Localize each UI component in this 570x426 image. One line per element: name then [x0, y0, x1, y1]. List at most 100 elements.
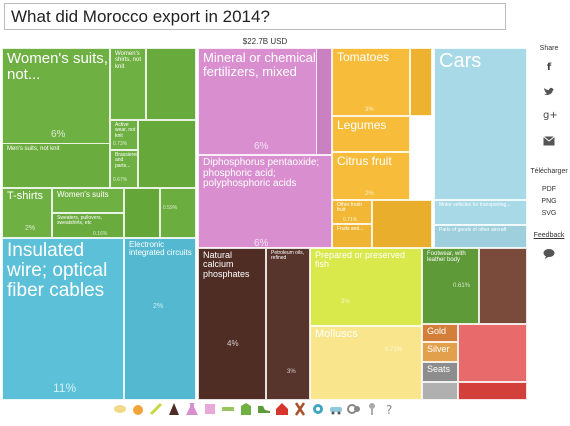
- download-pdf[interactable]: PDF: [542, 186, 556, 193]
- tile-label: Insulated wire; optical fiber cables: [7, 240, 108, 301]
- tile-motor-vehicles[interactable]: Motor vehicles for transporting...: [434, 200, 527, 225]
- tile-label: Mineral or chemical fertilizers, mixed: [203, 50, 316, 79]
- plastic-icon[interactable]: [203, 402, 217, 416]
- tile-fertilizers[interactable]: Mineral or chemical fertilizers, mixed 6%: [198, 48, 332, 155]
- tile-active-wear[interactable]: Active wear, not knit 0.73%: [110, 120, 138, 150]
- category-icons: ?: [113, 402, 413, 420]
- tile-brown-grid[interactable]: [479, 248, 527, 324]
- tile-label: Electronic integrated circuits: [129, 240, 192, 258]
- tile-red-dark[interactable]: [458, 382, 527, 400]
- tile-mens-suits[interactable]: Men's suits, not knit: [2, 143, 110, 188]
- share-label: Share: [539, 45, 559, 52]
- tile-tshirts[interactable]: T-shirts 2%: [2, 188, 52, 238]
- tile-label: Molluscs: [315, 328, 358, 340]
- tile-label: Women's suits, not...: [7, 50, 108, 83]
- tile-veg-grid[interactable]: [372, 200, 432, 248]
- foodstuff-icon[interactable]: [149, 402, 163, 416]
- tile-label: Other fresh fruit: [337, 202, 363, 214]
- tile-legumes[interactable]: Legumes: [332, 116, 410, 152]
- title-box[interactable]: What did Morocco export in 2014?: [4, 3, 506, 30]
- tile-textile-grid[interactable]: [138, 120, 196, 188]
- tile-prepared-fish[interactable]: Prepared or preserved fish 2%: [310, 248, 422, 326]
- vegetable-icon[interactable]: [131, 402, 145, 416]
- tile-label: T-shirts: [7, 190, 44, 202]
- tile-share: 0.73%: [113, 141, 128, 147]
- tile-share: 2%: [153, 303, 164, 310]
- google-plus-icon[interactable]: g+: [543, 110, 558, 121]
- tile-share: 0.16%: [93, 231, 108, 237]
- tile-seats[interactable]: Seats: [422, 362, 458, 382]
- tile-veg-sm[interactable]: [410, 48, 432, 116]
- tile-share: 6%: [51, 129, 66, 140]
- tile-calcium-phosphates[interactable]: Natural calcium phosphates 4%: [198, 248, 266, 400]
- twitter-icon[interactable]: [543, 86, 555, 98]
- tile-phosphoric-acid[interactable]: Diphosphorus pentaoxide; phosphoric acid…: [198, 155, 332, 248]
- tile-textile-small[interactable]: [146, 48, 196, 120]
- tile-label: Women's shirts, not knit: [115, 51, 142, 70]
- tile-label: Cars: [439, 50, 482, 72]
- download-svg[interactable]: SVG: [541, 210, 557, 217]
- facebook-icon[interactable]: f: [546, 62, 552, 73]
- tile-label: Seats: [427, 364, 451, 374]
- tile-fruits-and[interactable]: Fruits and...: [332, 224, 372, 248]
- tile-textile-sm2[interactable]: [124, 188, 160, 238]
- hide-icon[interactable]: [221, 402, 235, 416]
- tile-other-fruit[interactable]: Other fresh fruit 0.71%: [332, 200, 372, 224]
- tile-gold[interactable]: Gold: [422, 324, 458, 342]
- mineral-icon[interactable]: [167, 402, 181, 416]
- tile-label: Citrus fruit: [337, 154, 392, 168]
- unknown-icon[interactable]: ?: [383, 402, 397, 416]
- email-icon[interactable]: [543, 136, 555, 148]
- textile-icon[interactable]: [239, 402, 253, 416]
- tile-share: 0.71%: [385, 347, 403, 353]
- tile-share: 0.71%: [343, 217, 358, 223]
- tile-molluscs[interactable]: Molluscs 0.71%: [310, 326, 422, 400]
- tile-womens-suits-2[interactable]: Women's suits: [52, 188, 124, 213]
- tile-insulated-wire[interactable]: Insulated wire; optical fiber cables 11%: [2, 238, 124, 400]
- tile-footwear[interactable]: Footwear, with leather body 0.61%: [422, 248, 479, 324]
- tile-gray[interactable]: [422, 382, 458, 400]
- tile-share: 11%: [53, 381, 77, 395]
- instrument-icon[interactable]: [347, 402, 361, 416]
- tile-citrus[interactable]: Citrus fruit 2%: [332, 152, 410, 200]
- tile-petroleum[interactable]: Petroleum oils, refined 3%: [266, 248, 310, 400]
- stone-icon[interactable]: [275, 402, 289, 416]
- tile-label: Fruits and...: [337, 226, 364, 232]
- tile-label: Footwear, with leather body: [427, 251, 466, 264]
- tile-label: Sweaters, pullovers, sweatshirts, etc: [57, 215, 103, 227]
- tile-integrated-circuits[interactable]: Electronic integrated circuits 2%: [124, 238, 196, 400]
- tile-label: Petroleum oils, refined: [271, 250, 305, 262]
- treemap: Women's suits, not... 6% Women's shirts, n…: [2, 48, 527, 400]
- tile-share: 0.59%: [163, 205, 178, 211]
- tile-label: Legumes: [337, 118, 387, 132]
- transport-icon[interactable]: [329, 402, 343, 416]
- tile-label: Active wear, not knit: [115, 122, 136, 139]
- speech-bubble-icon[interactable]: [543, 248, 555, 260]
- tile-label: Gold: [427, 326, 447, 336]
- machine-icon[interactable]: [311, 402, 325, 416]
- tile-sweaters[interactable]: Sweaters, pullovers, sweatshirts, etc 0.1…: [52, 213, 124, 238]
- tile-brassieres[interactable]: Brassieres and parts... 0.67%: [110, 150, 138, 188]
- svg-text:?: ?: [386, 403, 392, 416]
- tile-share: 2%: [25, 225, 36, 232]
- chemical-icon[interactable]: [185, 402, 199, 416]
- footwear-icon[interactable]: [257, 402, 271, 416]
- tile-red[interactable]: [458, 324, 527, 382]
- tile-aircraft-parts[interactable]: Parts of goods of other aircraft: [434, 225, 527, 248]
- tile-silver[interactable]: Silver: [422, 342, 458, 362]
- tile-cars[interactable]: Cars: [434, 48, 527, 200]
- tile-textile-sm3[interactable]: 0.59%: [160, 188, 196, 238]
- tile-womens-shirts[interactable]: Women's shirts, not knit: [110, 48, 146, 120]
- tile-label: Brassieres and parts...: [115, 152, 138, 169]
- tile-chem-small[interactable]: [316, 48, 332, 155]
- tile-label: Silver: [427, 344, 450, 354]
- animal-icon[interactable]: [113, 402, 127, 416]
- misc-icon[interactable]: [365, 402, 379, 416]
- tile-tomatoes[interactable]: Tomatoes 3%: [332, 48, 410, 116]
- feedback-link[interactable]: Feedback: [533, 232, 565, 239]
- metal-icon[interactable]: [293, 402, 307, 416]
- chart-title: What did Morocco export in 2014?: [11, 7, 270, 26]
- tile-label: Parts of goods of other aircraft: [439, 227, 507, 233]
- download-png[interactable]: PNG: [541, 198, 557, 205]
- tile-label: Tomatoes: [337, 50, 390, 64]
